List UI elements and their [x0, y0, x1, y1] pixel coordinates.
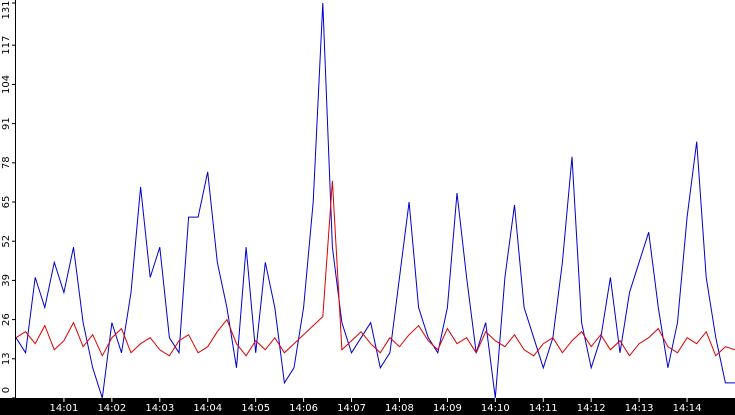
line-series [15, 180, 735, 357]
x-tick-label: 14:08 [385, 403, 414, 414]
y-tick-label: 65 [1, 196, 12, 209]
y-tick-label: 78 [1, 156, 12, 169]
x-tick-label: 14:04 [193, 403, 222, 414]
x-tick-label: 14:12 [577, 403, 606, 414]
x-tick-label: 14:14 [673, 403, 702, 414]
y-tick-label: 117 [1, 36, 12, 55]
y-tick-label: 39 [1, 274, 12, 287]
x-axis-bar [0, 398, 735, 415]
x-tick-label: 14:10 [481, 403, 510, 414]
y-tick-label: 26 [1, 313, 12, 326]
x-tick-label: 14:03 [145, 403, 174, 414]
line-series [15, 2, 735, 399]
x-tick-label: 14:02 [97, 403, 126, 414]
x-tick-label: 14:11 [529, 403, 558, 414]
x-tick-label: 14:07 [337, 403, 366, 414]
x-tick-label: 14:06 [289, 403, 318, 414]
x-tick-label: 14:01 [50, 403, 79, 414]
y-tick-label: 91 [1, 117, 12, 130]
x-tick-label: 14:09 [433, 403, 462, 414]
x-tick-label: 14:13 [625, 403, 654, 414]
x-tick-label: 14:05 [241, 403, 270, 414]
y-tick-label: 131 [1, 0, 12, 19]
y-tick-label: 0 [1, 387, 12, 393]
y-tick-label: 13 [1, 352, 12, 365]
y-tick-label: 104 [1, 75, 12, 94]
y-tick-label: 52 [1, 235, 12, 248]
